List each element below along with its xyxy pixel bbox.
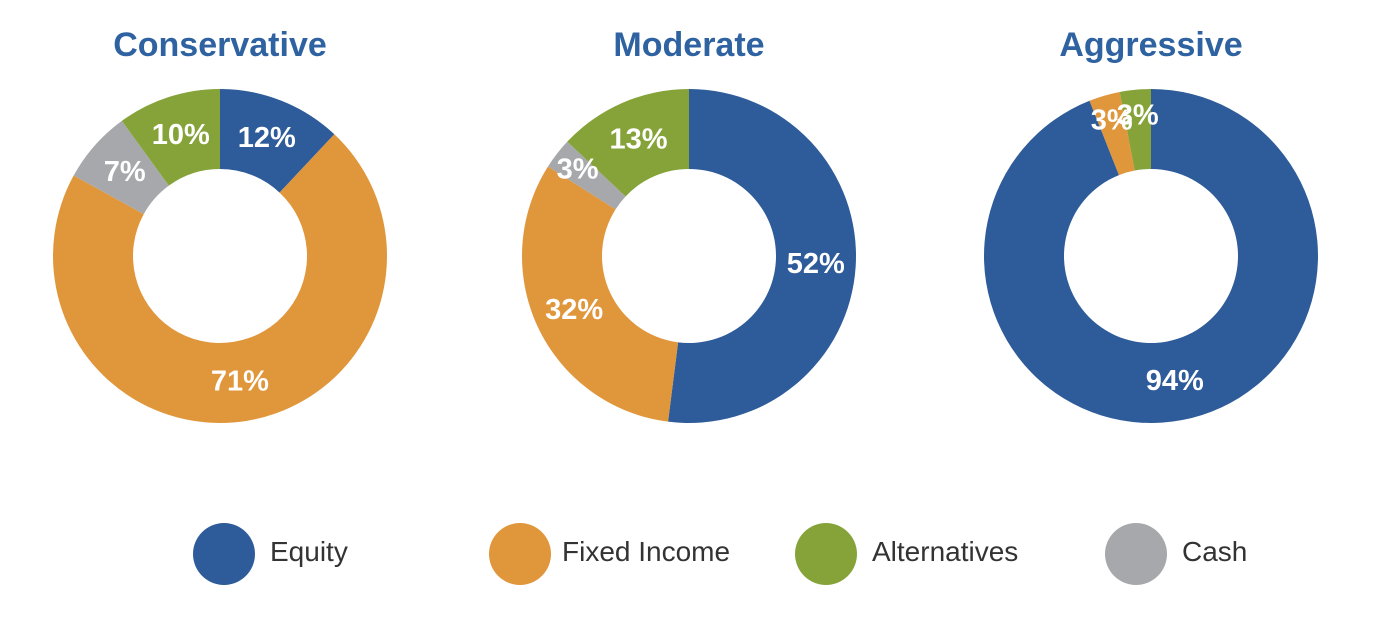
legend-label-equity: Equity [270,536,348,567]
slice-alternatives [1119,89,1151,171]
legend-swatch-cash [1105,523,1167,585]
slice-cash [73,120,169,215]
legend-swatch-alternatives [795,523,857,585]
legend-swatch-equity [193,523,255,585]
slice-alternatives [121,89,220,186]
slice-label-alternatives: 3% [1117,100,1159,132]
slice-fixed-income [53,134,388,423]
legend: Equity Fixed Income Alternatives Cash [193,523,1247,585]
legend-swatch-fixed-income [489,523,551,585]
slice-cash [547,141,626,210]
chart-title: Conservative [113,26,327,64]
slice-label-equity: 12% [238,122,296,154]
slice-label-fixed-income: 32% [545,294,603,326]
slice-label-equity: 94% [1146,365,1204,397]
legend-item-fixed-income: Fixed Income [489,523,730,585]
slice-equity [668,89,856,423]
slice-label-fixed-income: 3% [1091,105,1133,137]
slice-label-equity: 52% [787,248,845,280]
slice-alternatives [567,89,689,197]
legend-label-alternatives: Alternatives [872,536,1018,567]
slice-label-alternatives: 10% [152,119,210,151]
legend-item-equity: Equity [193,523,348,585]
slice-label-alternatives: 13% [610,123,668,155]
slice-fixed-income [522,166,679,422]
donut-chart-moderate: Moderate 52% 32% 3% 13% [522,26,856,423]
donut-chart-conservative: Conservative 12% 71% 7%10% [53,26,388,423]
slice-label-cash: 7% [104,156,146,188]
chart-title: Moderate [613,26,764,64]
legend-item-cash: Cash [1105,523,1247,585]
slice-label-cash: 3% [557,154,599,186]
slice-label-fixed-income: 71% [211,365,269,397]
donut-charts-layer: Conservative 12% 71% 7%10% Moderate 52% 32% 3% 1… [53,26,1319,423]
legend-label-fixed-income: Fixed Income [562,536,730,567]
legend-item-alternatives: Alternatives [795,523,1018,585]
slice-equity [984,89,1319,423]
slice-fixed-income [1089,91,1135,176]
slice-equity [220,89,335,193]
donut-chart-aggressive: Aggressive 94% 3%3% [984,26,1319,423]
legend-label-cash: Cash [1182,536,1247,567]
chart-title: Aggressive [1059,26,1242,64]
